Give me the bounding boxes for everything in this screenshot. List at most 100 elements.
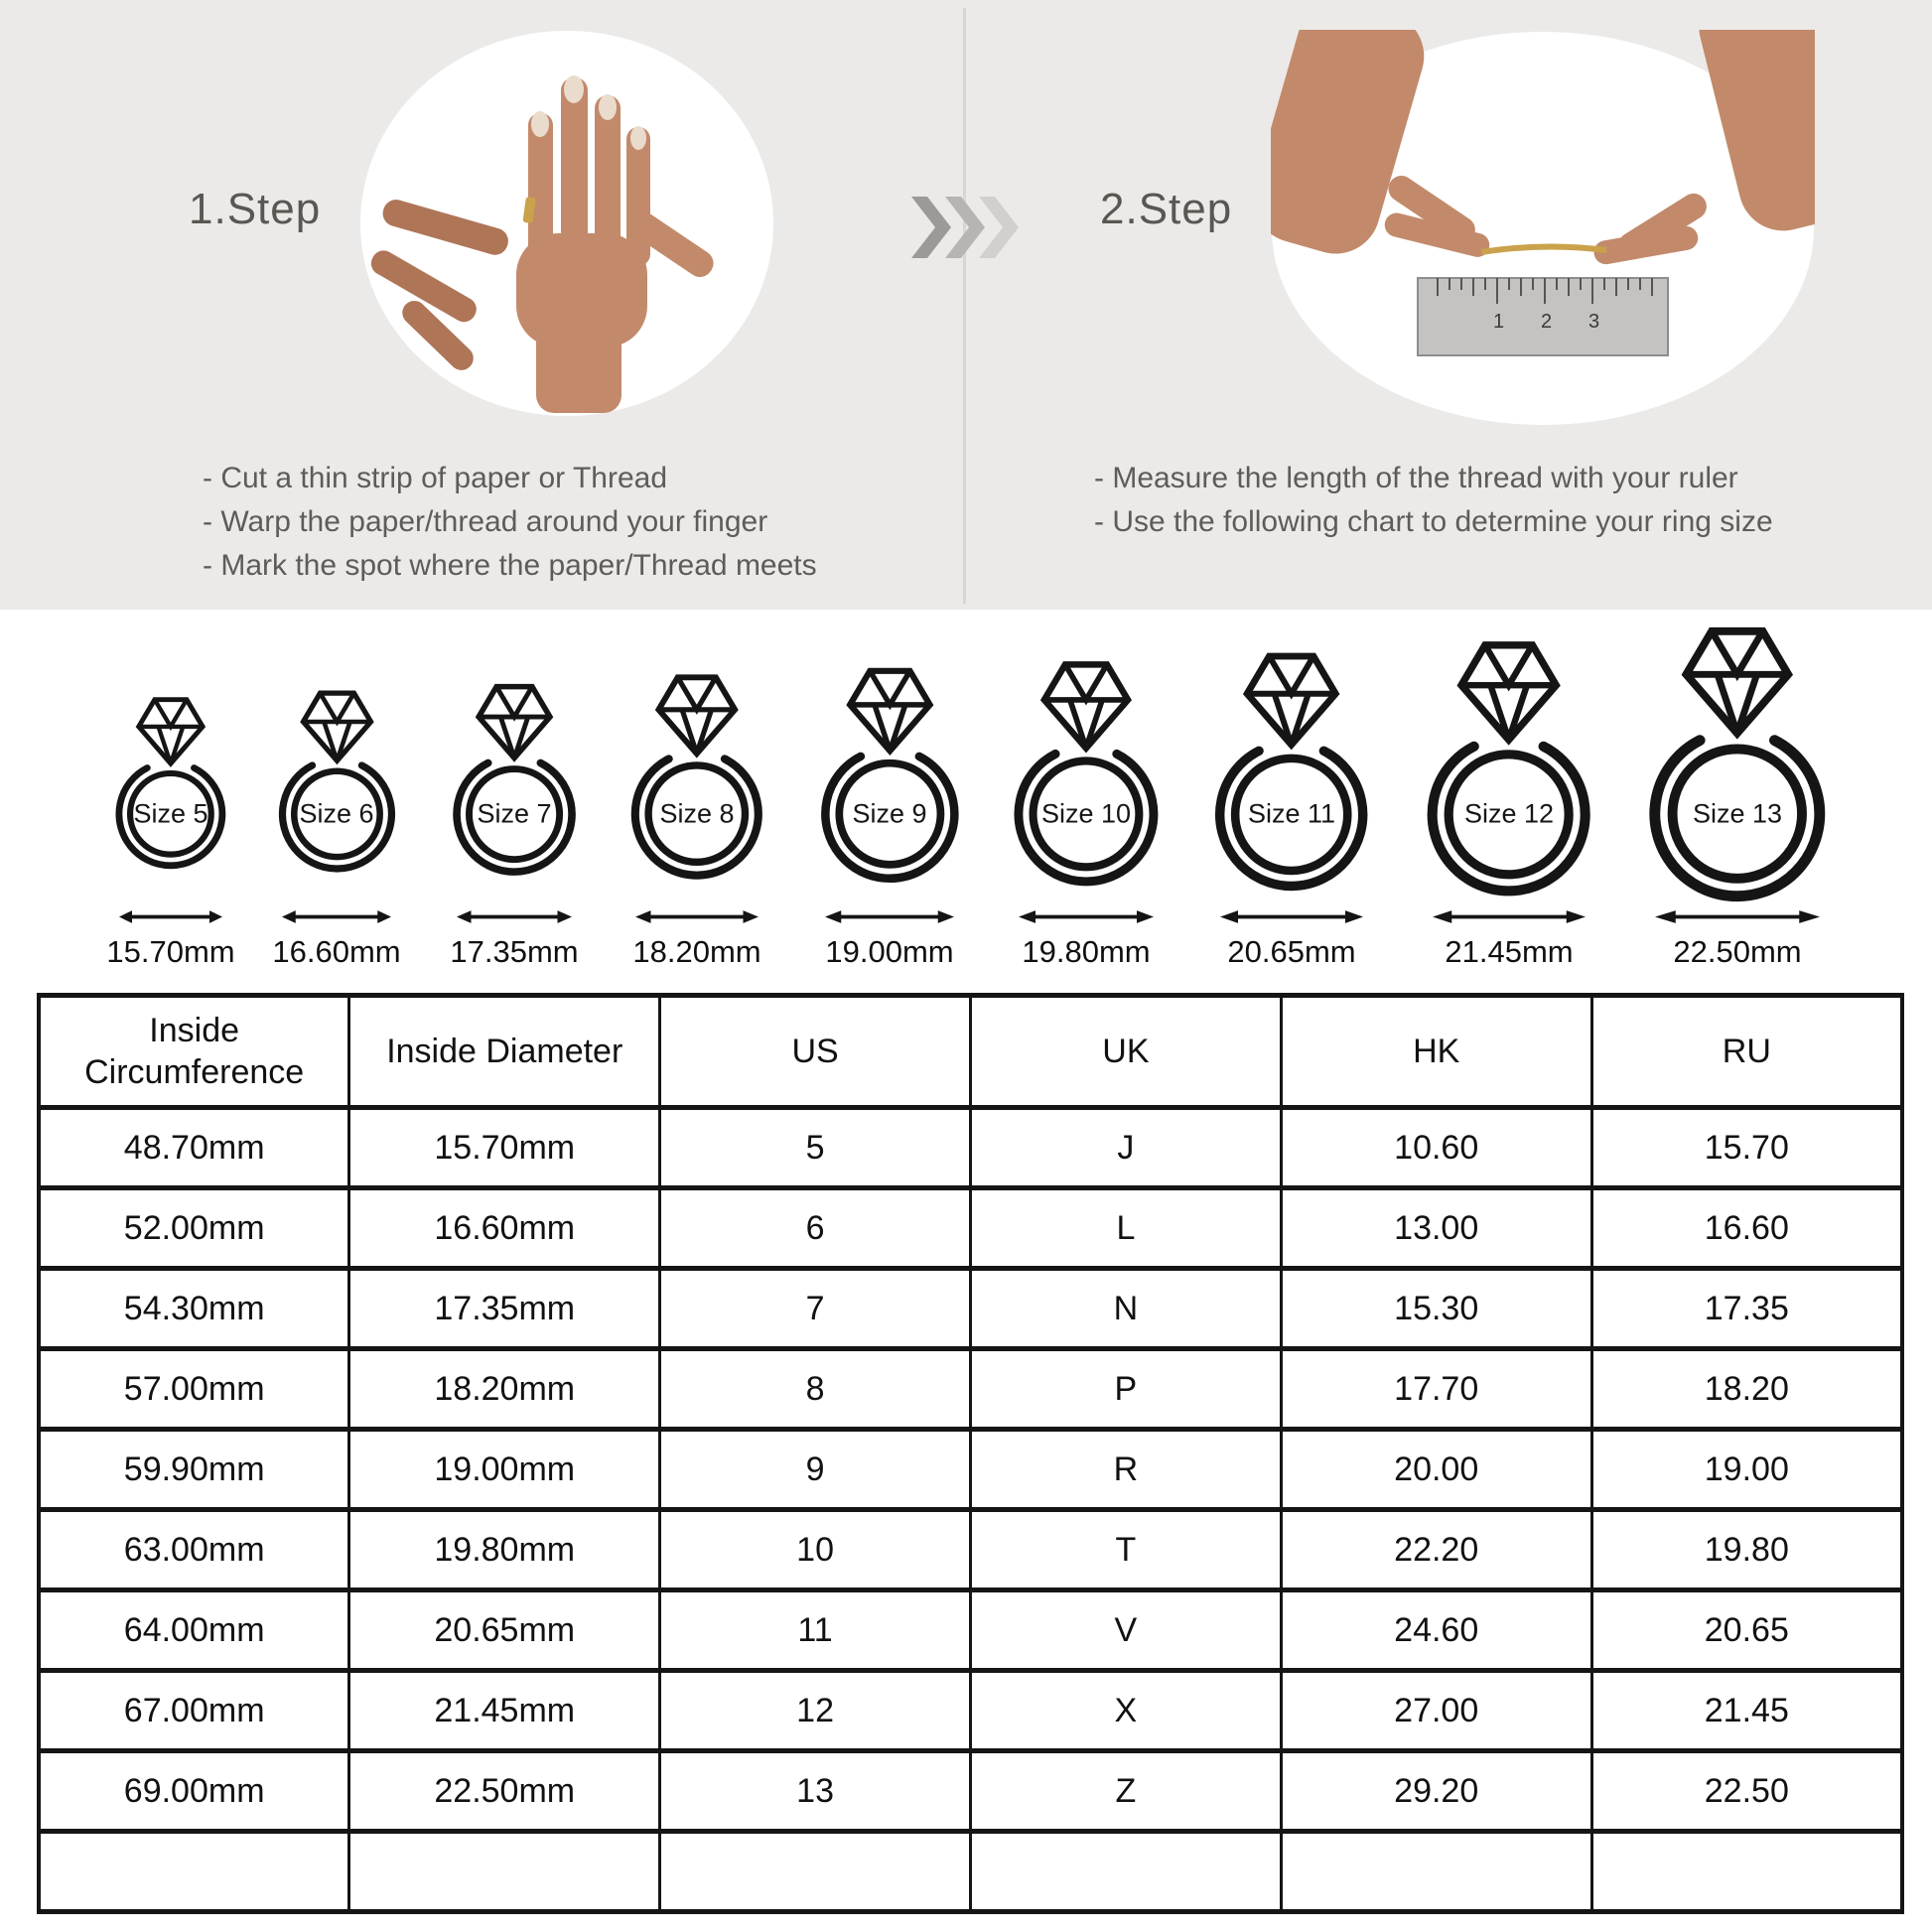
ruler: 1 2 3 [1417, 277, 1669, 356]
ring-diameter-label: 20.65mm [1227, 934, 1356, 969]
table-cell: 48.70mm [37, 1105, 351, 1190]
table-cell: X [968, 1668, 1283, 1753]
table-cell: 15.30 [1279, 1266, 1593, 1351]
ring-diagram-size-7: Size 7 [446, 677, 583, 883]
table-row: 48.70mm 15.70mm 5 J 10.60 15.70 [37, 1105, 1904, 1190]
table-header-cell: RU [1589, 993, 1904, 1110]
table-header-cell: Inside Diameter [347, 993, 662, 1110]
diamond-ring-icon [453, 683, 576, 876]
table-cell: 10.60 [1279, 1105, 1593, 1190]
measuring-illustration: 1 2 3 [1271, 30, 1815, 356]
instruction-line: - Warp the paper/thread around your fing… [203, 505, 768, 538]
table-header-cell: US [658, 993, 972, 1110]
table-row: 64.00mm 20.65mm 11 V 24.60 20.65 [37, 1587, 1904, 1673]
table-cell: L [968, 1185, 1283, 1271]
table-cell: 18.20mm [347, 1346, 662, 1432]
table-row: 57.00mm 18.20mm 8 P 17.70 18.20 [37, 1346, 1904, 1432]
table-cell: 17.35mm [347, 1266, 662, 1351]
table-cell: 19.00mm [347, 1427, 662, 1512]
ring-diameter-label: 18.20mm [632, 934, 761, 969]
table-cell: 19.80mm [347, 1507, 662, 1592]
diamond-ring-icon [1649, 627, 1826, 902]
table-cell: 15.70 [1589, 1105, 1904, 1190]
instruction-line: - Cut a thin strip of paper or Thread [203, 462, 668, 494]
ring-diagram-size-6: Size 6 [272, 684, 402, 879]
ring-diagram-size-8: Size 8 [623, 667, 770, 887]
hand-illustration [370, 75, 714, 413]
table-row: 59.90mm 19.00mm 9 R 20.00 19.00 [37, 1427, 1904, 1512]
step2-photo-ruler: 1 2 3 [1271, 30, 1815, 425]
diamond-ring-icon [1215, 652, 1368, 891]
diameter-arrow-icon [1433, 910, 1586, 923]
diamond-ring-icon [631, 674, 762, 881]
table-cell: R [968, 1427, 1283, 1512]
instruction-line: - Measure the length of the thread with … [1094, 462, 1738, 494]
table-cell: 67.00mm [37, 1668, 351, 1753]
step2-title: 2.Step [1100, 185, 1233, 233]
step2-instructions: - Measure the length of the thread with … [1094, 457, 1773, 544]
table-cell: 59.90mm [37, 1427, 351, 1512]
diameter-arrow-icon [825, 910, 954, 923]
svg-text:2: 2 [1541, 311, 1552, 333]
ring-diameter-label: 21.45mm [1445, 934, 1574, 969]
table-row: 63.00mm 19.80mm 10 T 22.20 19.80 [37, 1507, 1904, 1592]
ring-diameter-label: 16.60mm [272, 934, 401, 969]
table-cell: 12 [658, 1668, 972, 1753]
table-cell: P [968, 1346, 1283, 1432]
table-cell: 9 [658, 1427, 972, 1512]
table-cell: 5 [658, 1105, 972, 1190]
table-cell: 21.45mm [347, 1668, 662, 1753]
table-cell: 13 [658, 1748, 972, 1834]
table-cell: T [968, 1507, 1283, 1592]
table-cell: 13.00 [1279, 1185, 1593, 1271]
table-cell: J [968, 1105, 1283, 1190]
ring-size-label: Size 12 [1463, 798, 1555, 829]
table-row: 52.00mm 16.60mm 6 L 13.00 16.60 [37, 1185, 1904, 1271]
table-cell: 6 [658, 1185, 972, 1271]
ring-size-label: Size 11 [1247, 798, 1336, 829]
diameter-arrow-icon [457, 910, 572, 923]
table-cell: 57.00mm [37, 1346, 351, 1432]
diameter-arrow-icon [1019, 910, 1154, 923]
table-row [37, 1829, 1904, 1914]
ring-diameter-label: 15.70mm [106, 934, 235, 969]
ring-size-label: Size 5 [133, 798, 208, 829]
table-cell: 11 [658, 1587, 972, 1673]
diameter-arrow-icon [1655, 910, 1820, 923]
table-header-cell: HK [1279, 993, 1593, 1110]
table-header-cell: Inside Circumference [37, 993, 351, 1110]
diamond-ring-icon [1014, 661, 1159, 887]
table-cell: V [968, 1587, 1283, 1673]
table-cell: 7 [658, 1266, 972, 1351]
ring-diagram-size-11: Size 11 [1206, 644, 1376, 899]
diameter-arrow-icon [1220, 910, 1363, 923]
table-cell: 17.35 [1589, 1266, 1904, 1351]
ring-diameter-label: 19.00mm [825, 934, 954, 969]
ring-size-label: Size 8 [659, 798, 735, 829]
instruction-line: - Mark the spot where the paper/Thread m… [203, 549, 817, 582]
table-header-row: Inside Circumference Inside Diameter US UK H… [37, 993, 1904, 1110]
instruction-line: - Use the following chart to determine y… [1094, 505, 1773, 538]
table-header-cell: UK [968, 993, 1283, 1110]
table-cell [1279, 1829, 1593, 1914]
ring-size-diagram-row: Size 5 15.70mm Size 6 16.60mm Size 7 17.35mm S… [0, 610, 1932, 993]
table-cell: 18.20 [1589, 1346, 1904, 1432]
ring-diameter-label: 19.80mm [1022, 934, 1151, 969]
table-row: 69.00mm 22.50mm 13 Z 29.20 22.50 [37, 1748, 1904, 1834]
diamond-ring-icon [1427, 640, 1591, 897]
table-cell: 19.00 [1589, 1427, 1904, 1512]
table-cell: Z [968, 1748, 1283, 1834]
section-divider-line [963, 8, 966, 604]
table-row: 67.00mm 21.45mm 12 X 27.00 21.45 [37, 1668, 1904, 1753]
ring-size-conversion-table: Inside Circumference Inside Diameter US UK H… [37, 993, 1904, 1914]
table-cell: 69.00mm [37, 1748, 351, 1834]
ring-diameter-label: 22.50mm [1673, 934, 1802, 969]
ring-size-label: Size 13 [1692, 798, 1783, 829]
table-cell: 15.70mm [347, 1105, 662, 1190]
how-to-measure-section: 1.Step 2.Step [0, 0, 1932, 610]
ring-size-label: Size 6 [299, 798, 374, 829]
table-cell: 16.60mm [347, 1185, 662, 1271]
ring-diagram-size-12: Size 12 [1418, 632, 1599, 905]
table-row: 54.30mm 17.35mm 7 N 15.30 17.35 [37, 1266, 1904, 1351]
diamond-ring-icon [820, 667, 959, 884]
